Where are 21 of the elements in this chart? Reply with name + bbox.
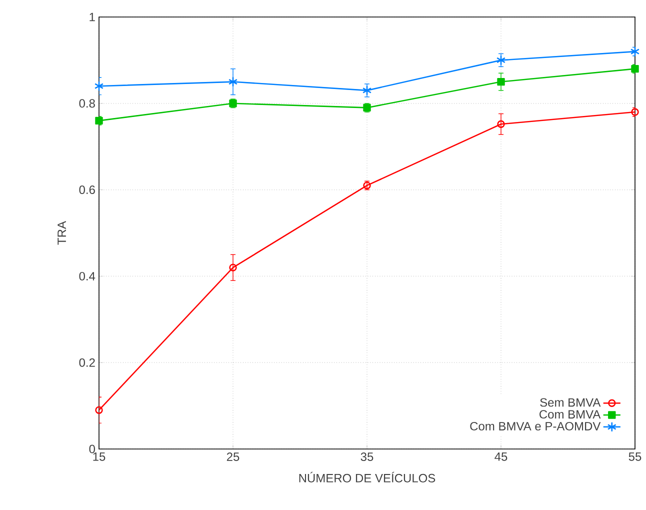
x-tick-label: 15 — [93, 452, 106, 461]
x-axis-title: NÚMERO DE VEÍCULOS — [299, 472, 436, 482]
legend-label: Sem BMVA — [540, 398, 601, 407]
point — [228, 76, 238, 87]
x-tick-label: 25 — [226, 452, 240, 462]
y-axis-title: TRA — [58, 221, 66, 245]
point — [94, 80, 104, 92]
y-tick-label: 0.6 — [79, 186, 95, 194]
y-tick-label: 1 — [90, 12, 95, 22]
y-tick-label: 0.8 — [79, 99, 95, 108]
point — [95, 116, 103, 125]
y-tick-label: 0.2 — [79, 358, 95, 367]
point — [497, 78, 505, 86]
legend-label: Com BMVA e P-AOMDV — [470, 422, 601, 430]
y-tick-label: 0 — [89, 444, 96, 454]
legend-label: Com BMVA — [540, 410, 601, 419]
x-tick-label: 55 — [628, 452, 642, 461]
x-tick-label: 45 — [494, 452, 508, 461]
y-tick-label: 0.4 — [79, 272, 96, 280]
x-tick-label: 35 — [360, 452, 374, 462]
point — [631, 64, 639, 73]
